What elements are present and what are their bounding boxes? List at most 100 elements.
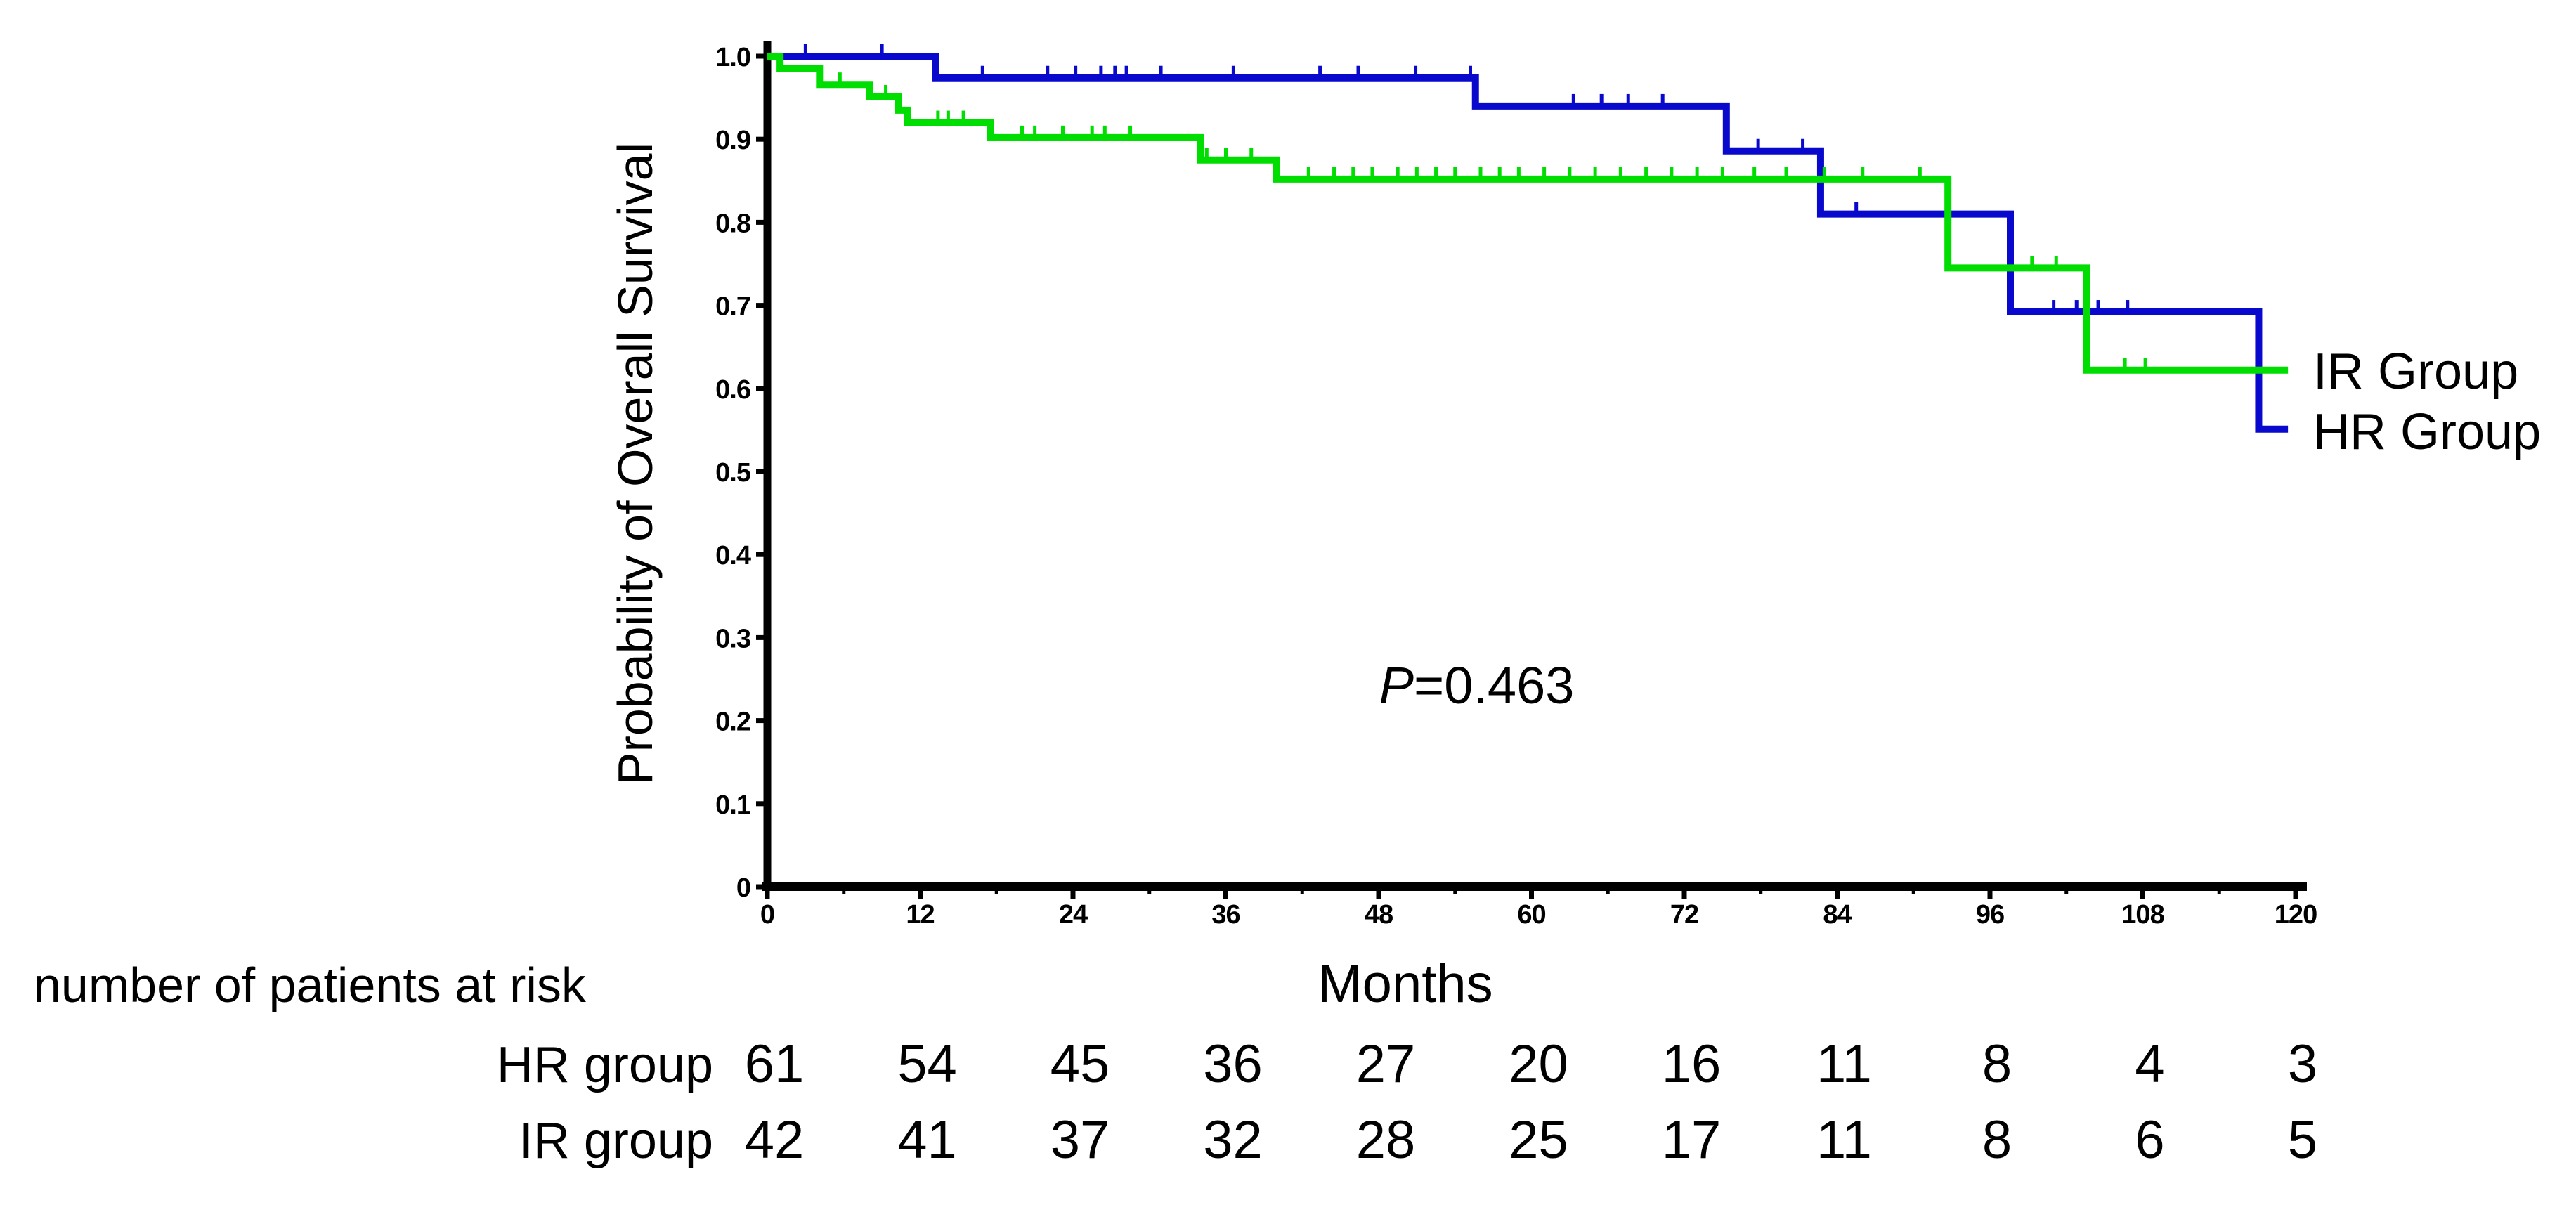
censor-mark-hr-group (1124, 65, 1128, 75)
censor-mark-hr-group (1571, 93, 1575, 103)
censor-mark-hr-group (1599, 93, 1604, 103)
risk-count-hr-group: 36 (1203, 1034, 1263, 1094)
censor-mark-ir-group (1434, 167, 1438, 176)
censor-mark-ir-group (1695, 167, 1699, 176)
censor-mark-hr-group (2096, 300, 2100, 310)
risk-count-hr-group: 20 (1509, 1034, 1568, 1094)
censor-mark-hr-group (1074, 65, 1078, 75)
censor-mark-ir-group (946, 110, 950, 120)
censor-mark-hr-group (1801, 138, 1805, 148)
risk-count-ir-group: 32 (1203, 1110, 1263, 1170)
censor-mark-ir-group (1351, 167, 1355, 176)
censor-mark-ir-group (1370, 167, 1374, 176)
censor-mark-hr-group (1756, 138, 1760, 148)
censor-mark-ir-group (1332, 167, 1336, 176)
risk-count-hr-group: 45 (1050, 1034, 1110, 1094)
x-tick-label: 60 (1517, 900, 1545, 930)
censor-mark-ir-group (1224, 148, 1228, 157)
censor-mark-ir-group (1478, 167, 1483, 176)
survival-curve-ir-group (767, 53, 2289, 374)
x-tick-label: 120 (2275, 900, 2317, 930)
censor-mark-ir-group (2054, 256, 2058, 266)
censor-mark-ir-group (1497, 167, 1502, 176)
censor-mark-ir-group (1102, 125, 1107, 135)
y-tick-label: 0.3 (715, 624, 750, 653)
censor-mark-ir-group (1822, 167, 1826, 176)
y-tick-label: 0.2 (715, 708, 750, 737)
risk-count-hr-group: 3 (2288, 1034, 2317, 1094)
legend-label-ir-group: IR Group (2313, 344, 2518, 400)
censor-mark-hr-group (880, 44, 884, 53)
risk-table-values-layer: 61 54 45 36 27 20 16 11 8 4 342 41 37 32 28 25 17 11 8 6 5 (745, 1034, 2317, 1170)
curves-layer (767, 44, 2289, 433)
censor-mark-hr-group (1854, 202, 1859, 211)
y-tick-label: 0 (736, 873, 750, 903)
risk-count-ir-group: 11 (1816, 1110, 1872, 1170)
censor-mark-hr-group (1046, 65, 1050, 75)
x-tick-label: 48 (1365, 900, 1393, 930)
censor-mark-ir-group (1644, 167, 1648, 176)
risk-count-hr-group: 27 (1356, 1034, 1416, 1094)
y-tick-label: 0.1 (715, 790, 751, 820)
y-axis-title: Probability of Overall Survival (608, 143, 663, 785)
x-tick-label: 108 (2121, 900, 2164, 930)
censor-mark-ir-group (1020, 125, 1024, 135)
p-value-text: =0.463 (1414, 656, 1574, 715)
x-tick-label: 84 (1823, 900, 1852, 930)
censor-mark-ir-group (838, 72, 842, 82)
risk-table-title: number of patients at risk (34, 958, 587, 1012)
risk-count-ir-group: 28 (1356, 1110, 1416, 1170)
risk-count-hr-group: 4 (2135, 1034, 2164, 1094)
censor-mark-ir-group (1861, 167, 1865, 176)
risk-count-hr-group: 8 (1982, 1034, 2012, 1094)
censor-mark-hr-group (1113, 65, 1117, 75)
risk-count-ir-group: 37 (1050, 1110, 1110, 1170)
y-tick-label: 0.4 (715, 541, 751, 571)
censor-mark-ir-group (1061, 125, 1065, 135)
censor-mark-ir-group (1306, 167, 1310, 176)
censor-mark-ir-group (1453, 167, 1457, 176)
risk-count-hr-group: 54 (897, 1034, 957, 1094)
censor-mark-hr-group (803, 44, 807, 53)
censor-mark-ir-group (1784, 167, 1788, 176)
censor-mark-hr-group (1099, 65, 1103, 75)
censor-mark-ir-group (1249, 148, 1254, 157)
censor-mark-ir-group (1414, 167, 1419, 176)
censor-mark-hr-group (980, 65, 984, 75)
censor-mark-ir-group (1128, 125, 1133, 135)
censor-mark-ir-group (1516, 167, 1521, 176)
censor-mark-hr-group (1626, 93, 1630, 103)
p-value-symbol: P (1379, 656, 1414, 715)
risk-count-ir-group: 41 (897, 1110, 957, 1170)
x-tick-label: 12 (906, 900, 934, 930)
censor-mark-ir-group (961, 110, 965, 120)
censor-mark-hr-group (2126, 300, 2130, 310)
survival-curve-hr-group (767, 53, 2289, 433)
censor-mark-hr-group (1660, 93, 1665, 103)
risk-count-hr-group: 61 (745, 1034, 805, 1094)
censor-mark-hr-group (1469, 65, 1472, 75)
x-tick-label: 0 (760, 900, 774, 930)
censor-mark-hr-group (2074, 300, 2079, 310)
censor-mark-ir-group (1090, 125, 1094, 135)
censor-mark-hr-group (1356, 65, 1360, 75)
censor-mark-ir-group (1033, 125, 1037, 135)
x-tick-label: 96 (1976, 900, 2004, 930)
censor-mark-ir-group (1204, 148, 1209, 157)
risk-count-ir-group: 17 (1662, 1110, 1722, 1170)
y-tick-label: 0.8 (715, 209, 750, 238)
censor-mark-hr-group (2052, 300, 2056, 310)
x-tick-label: 72 (1670, 900, 1698, 930)
risk-count-ir-group: 25 (1509, 1110, 1568, 1170)
x-tick-label: 24 (1059, 900, 1088, 930)
censor-mark-ir-group (2030, 256, 2034, 266)
censor-mark-hr-group (1318, 65, 1322, 75)
risk-count-ir-group: 5 (2288, 1110, 2317, 1170)
censor-mark-ir-group (1568, 167, 1572, 176)
risk-count-hr-group: 11 (1816, 1034, 1872, 1094)
risk-count-ir-group: 6 (2135, 1110, 2164, 1170)
risk-count-ir-group: 42 (745, 1110, 805, 1170)
censor-mark-ir-group (1752, 167, 1757, 176)
y-tick-label: 1.0 (715, 43, 750, 72)
